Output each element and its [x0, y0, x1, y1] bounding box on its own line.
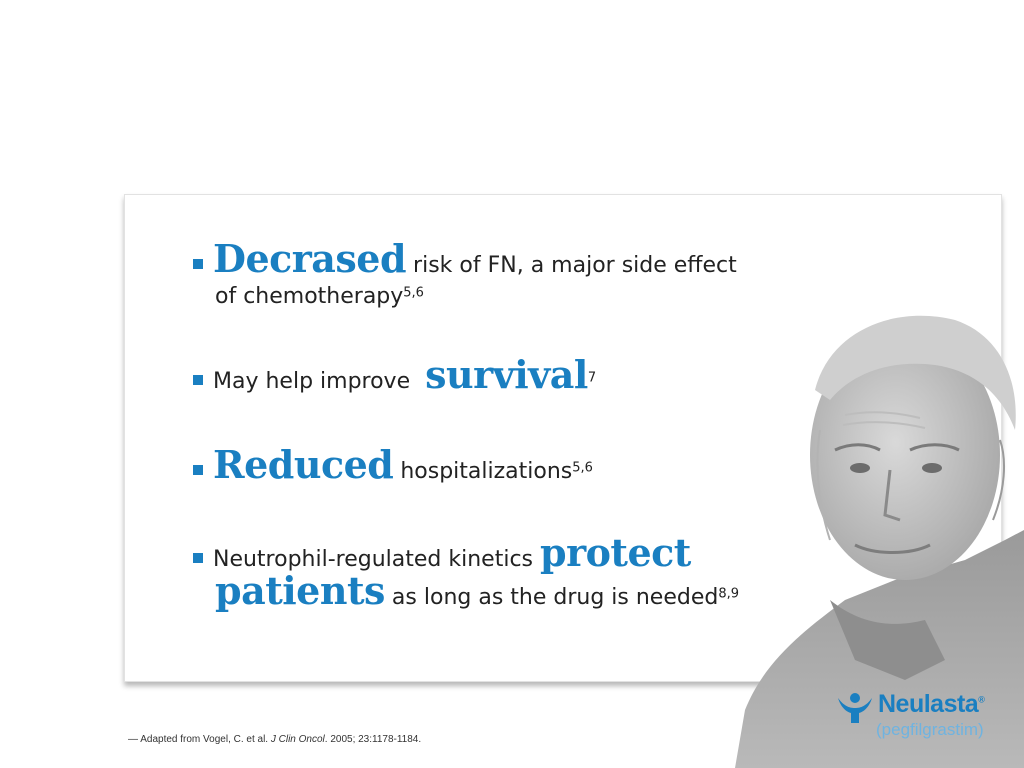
bullet-text: of chemotherapy: [215, 284, 404, 309]
bullet-continuation: of chemotherapy5,6: [215, 284, 424, 309]
bullet-square-icon: [193, 552, 203, 563]
registered-mark: ®: [978, 694, 985, 705]
bullet-emphasis: protect: [540, 530, 691, 575]
bullet-text: risk of FN, a major side effect: [406, 253, 737, 278]
bullet-item: Neutrophil-regulated kinetics protect: [193, 530, 691, 575]
neulasta-figure-icon: [838, 693, 872, 723]
footnote-suffix: . 2005; 23:1178-1184.: [324, 734, 422, 745]
logo-brand-name: Neulasta®: [878, 690, 985, 719]
bullet-emphasis: Reduced: [213, 442, 394, 487]
bullet-text: May help improve: [213, 369, 418, 394]
reference-number: 5,6: [403, 285, 424, 301]
logo-generic-name: (pegfilgrastim): [876, 720, 984, 739]
bullet-square-icon: [193, 258, 203, 269]
bullet-square-icon: [193, 374, 203, 385]
bullet-item: Reduced hospitalizations5,6: [193, 442, 593, 487]
footnote-prefix: — Adapted from Vogel, C. et al.: [128, 734, 269, 745]
bullet-text: hospitalizations: [393, 459, 573, 484]
bullet-item: Decrased risk of FN, a major side effect: [193, 236, 737, 281]
bullet-emphasis: survival: [425, 352, 588, 397]
bullet-text: Neutrophil-regulated kinetics: [213, 547, 540, 572]
bullet-square-icon: [193, 464, 203, 475]
reference-number: 8,9: [718, 586, 740, 602]
bullet-item: May help improve survival7: [193, 352, 596, 397]
reference-footnote: — Adapted from Vogel, C. et al. J Clin O…: [128, 734, 421, 745]
reference-number: 7: [587, 370, 597, 386]
bullet-emphasis: Decrased: [213, 236, 407, 281]
elderly-man-photo: [735, 315, 1024, 768]
neulasta-logo: Neulasta® (pegfilgrastim): [836, 690, 1012, 742]
reference-number: 5,6: [572, 460, 593, 476]
footnote-journal: J Clin Oncol: [270, 734, 325, 745]
bullet-continuation: patients as long as the drug is needed8,…: [215, 568, 739, 613]
bullet-emphasis: patients: [215, 568, 385, 613]
logo-name-text: Neulasta: [878, 690, 979, 718]
bullet-text: as long as the drug is needed: [384, 585, 719, 610]
